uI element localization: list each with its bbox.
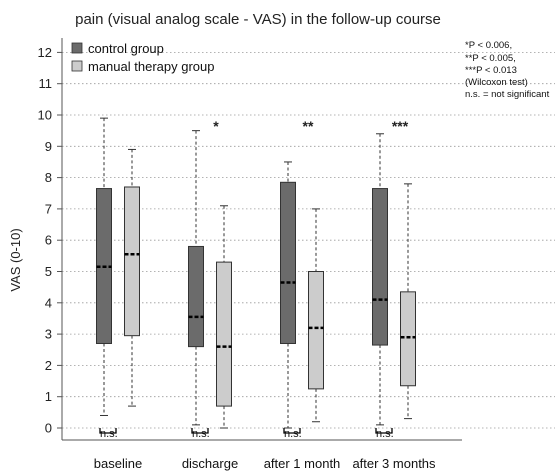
footnote-line: **P < 0.005, bbox=[465, 53, 516, 64]
box-iqr bbox=[308, 271, 324, 390]
y-tick-label: 4 bbox=[45, 295, 52, 310]
y-tick-label: 7 bbox=[45, 201, 52, 216]
y-axis-label: VAS (0-10) bbox=[8, 228, 23, 291]
footnote-line: (Wilcoxon test) bbox=[465, 77, 528, 88]
significance-asterisk: *** bbox=[392, 118, 409, 134]
significance-asterisk: ** bbox=[303, 118, 314, 134]
ns-label: n.s. bbox=[284, 428, 302, 440]
legend-label-manual: manual therapy group bbox=[88, 59, 214, 74]
y-tick-label: 11 bbox=[39, 76, 53, 91]
box-iqr bbox=[216, 261, 232, 407]
box-iqr bbox=[400, 291, 416, 387]
ns-bracket bbox=[99, 428, 117, 434]
ns-label: n.s. bbox=[192, 428, 210, 440]
y-tick-label: 8 bbox=[45, 170, 52, 185]
y-tick-label: 9 bbox=[45, 139, 52, 154]
x-category-label: baseline bbox=[94, 456, 142, 471]
y-tick-label: 3 bbox=[45, 327, 52, 342]
y-tick-label: 1 bbox=[45, 389, 52, 404]
box-iqr bbox=[280, 181, 296, 344]
y-tick-label: 0 bbox=[45, 421, 52, 436]
legend-label-control: control group bbox=[88, 41, 164, 56]
box-manual bbox=[124, 148, 140, 407]
legend-swatch-manual bbox=[71, 60, 83, 72]
category-labels: baseline discharge after 1 month after 3 mo… bbox=[94, 456, 436, 471]
footnote-line: n.s. = not significant bbox=[465, 89, 550, 100]
chart-title: pain (visual analog scale - VAS) in the … bbox=[75, 11, 441, 28]
box-iqr bbox=[372, 188, 388, 346]
box-manual bbox=[216, 205, 232, 429]
legend-swatch-control bbox=[71, 42, 83, 54]
box-control bbox=[96, 117, 112, 416]
y-tick-label: 6 bbox=[45, 233, 52, 248]
footnote: *P < 0.006, **P < 0.005, ***P < 0.013 (W… bbox=[465, 40, 550, 100]
x-category-label: after 3 months bbox=[352, 456, 436, 471]
box-iqr bbox=[124, 186, 140, 337]
ns-label: n.s. bbox=[376, 428, 394, 440]
ns-bracket bbox=[191, 428, 209, 434]
x-category-label: discharge bbox=[182, 456, 238, 471]
box-control bbox=[280, 161, 296, 429]
legend: control group manual therapy group bbox=[71, 41, 214, 74]
ns-bracket bbox=[375, 428, 393, 434]
axes bbox=[57, 38, 462, 441]
x-category-label: after 1 month bbox=[264, 456, 341, 471]
box-control bbox=[372, 133, 388, 426]
ns-bracket bbox=[283, 428, 301, 434]
boxes bbox=[96, 117, 416, 429]
box-iqr bbox=[188, 245, 204, 348]
footnote-line: *P < 0.006, bbox=[465, 40, 512, 51]
significance-asterisk: * bbox=[213, 118, 219, 134]
y-tick-label: 10 bbox=[38, 108, 52, 123]
ns-label: n.s. bbox=[100, 428, 118, 440]
significance-markers: * ** ***n.s. n.s. n.s. n.s. bbox=[99, 118, 409, 440]
y-tick-label: 2 bbox=[45, 358, 52, 373]
box-control bbox=[188, 130, 204, 426]
y-tick-label: 5 bbox=[45, 264, 52, 279]
box-manual bbox=[308, 208, 324, 423]
footnote-line: ***P < 0.013 bbox=[465, 65, 517, 76]
y-tick-label: 12 bbox=[38, 45, 52, 60]
box-manual bbox=[400, 183, 416, 420]
